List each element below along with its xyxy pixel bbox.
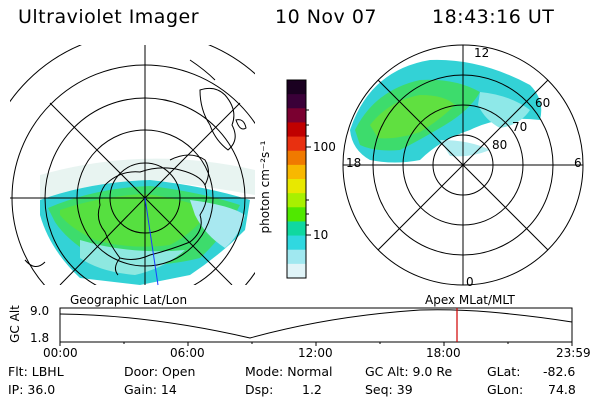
ip-info: IP: 36.0 — [8, 382, 56, 397]
altitude-timeline — [59, 307, 573, 346]
mlat-label-70: 70 — [512, 120, 528, 134]
timeline-xtick-1200: 12:00 — [298, 346, 333, 360]
time-label: 18:43:16 UT — [432, 6, 555, 28]
colorbar-segment — [287, 136, 306, 152]
dsp-value: 1.2 — [302, 382, 322, 397]
colorbar-segment — [287, 164, 306, 180]
seq-info: Seq: 39 — [365, 382, 413, 397]
mlt-label-0: 0 — [466, 275, 474, 289]
glat-label: GLat: — [487, 364, 521, 379]
filter-info: Flt: LBHL — [8, 364, 64, 379]
timeline-y-label: GC Alt — [8, 305, 22, 343]
gain-info: Gain: 14 — [124, 382, 177, 397]
timeline-xtick-0000: 00:00 — [43, 346, 78, 360]
colorbar-tick-100: 100 — [313, 140, 336, 154]
door-info: Door: Open — [124, 364, 196, 379]
mode-info: Mode: Normal — [245, 364, 333, 379]
glon-label: GLon: — [487, 382, 524, 397]
colorbar-segment — [287, 193, 306, 208]
colorbar-segment — [287, 221, 306, 237]
colorbar-segment — [287, 263, 306, 279]
mlat-mlt-polar-plot — [342, 44, 584, 286]
right-panel-label: Apex MLat/MLT — [425, 293, 515, 307]
colorbar-tick-10: 10 — [313, 228, 329, 242]
gc-alt-info: GC Alt: 9.0 Re — [365, 364, 453, 379]
mlt-label-6: 6 — [574, 156, 582, 170]
mlat-label-60: 60 — [535, 96, 551, 110]
timeline-ytick-1-8: 1.8 — [30, 331, 50, 345]
colorbar — [286, 79, 307, 279]
colorbar-segment — [287, 150, 306, 166]
colorbar-frame — [286, 79, 307, 279]
colorbar-segment — [287, 94, 306, 109]
date-label: 10 Nov 07 — [275, 6, 378, 28]
colorbar-segment — [287, 249, 306, 265]
colorbar-segment — [287, 122, 306, 138]
mlt-label-12: 12 — [474, 46, 490, 60]
timeline-ytick-9: 9.0 — [30, 304, 50, 318]
mlat-label-80: 80 — [492, 138, 508, 152]
left-panel-label: Geographic Lat/Lon — [70, 293, 188, 307]
dsp-label: Dsp: — [245, 382, 274, 397]
right-aurora-layer — [350, 59, 542, 163]
colorbar-segment — [287, 80, 306, 95]
timeline-xtick-1800: 18:00 — [426, 346, 461, 360]
app-title: Ultraviolet Imager — [18, 6, 200, 28]
colorbar-segment — [287, 235, 306, 251]
colorbar-segment — [287, 207, 306, 222]
geographic-map — [10, 45, 255, 286]
mlt-label-18: 18 — [346, 156, 362, 170]
timeline-xtick-2359: 23:59 — [556, 346, 591, 360]
glat-value: -82.6 — [543, 364, 576, 379]
glon-value: 74.8 — [548, 382, 576, 397]
timeline-xtick-0600: 06:00 — [170, 346, 205, 360]
colorbar-segment — [287, 179, 306, 194]
colorbar-segment — [287, 108, 306, 123]
colorbar-label: photon cm⁻²s⁻¹ — [258, 140, 272, 234]
